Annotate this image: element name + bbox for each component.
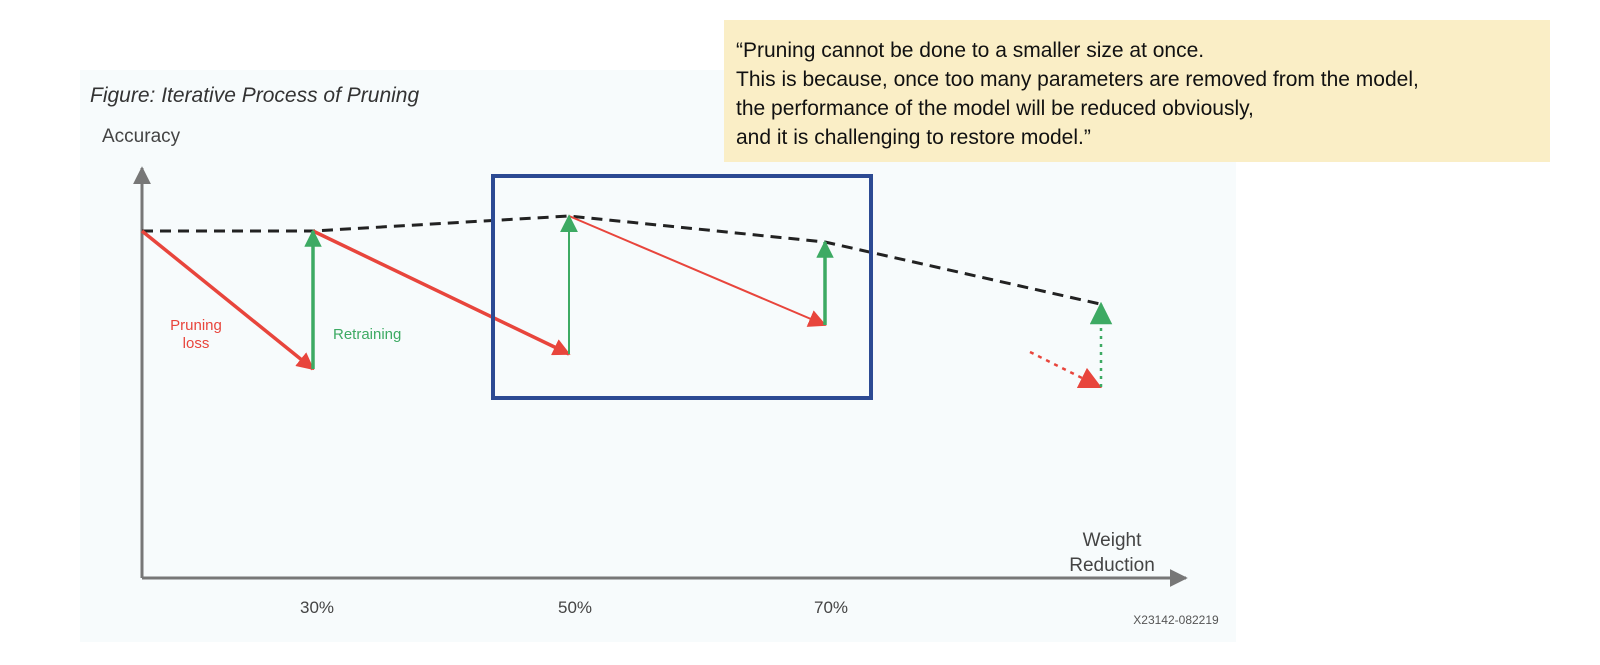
figure-code: X23142-082219 [1133, 613, 1219, 627]
pruning-arrow-1 [140, 229, 315, 371]
quote-line: and it is challenging to restore model.” [736, 126, 1091, 149]
pruning-arrow-4-dotted [1029, 350, 1103, 389]
quote-line: This is because, once too many parameter… [736, 68, 1419, 91]
tick-label-30: 30% [300, 598, 334, 617]
quote-box: “Pruning cannot be done to a smaller siz… [724, 20, 1550, 162]
tick-label-50: 50% [558, 598, 592, 617]
pruning-loss-label-line2: loss [183, 335, 210, 352]
quote-line: the performance of the model will be red… [736, 97, 1254, 120]
x-axis-label-line1: Weight [1083, 530, 1143, 551]
pruning-loss-label-line1: Pruning [170, 317, 222, 334]
accuracy-envelope-line [142, 214, 1101, 306]
pruning-arrow-3 [568, 215, 827, 327]
figure-title: Figure: Iterative Process of Pruning [90, 84, 420, 107]
figure-panel [80, 70, 1236, 642]
y-axis-label: Accuracy [102, 126, 181, 147]
tick-label-70: 70% [814, 598, 848, 617]
highlight-box [491, 174, 873, 400]
quote-line: “Pruning cannot be done to a smaller siz… [736, 39, 1205, 62]
x-axis-label-line2: Reduction [1069, 555, 1155, 576]
retraining-label: Retraining [333, 326, 401, 343]
pruning-arrow-2 [312, 229, 571, 356]
